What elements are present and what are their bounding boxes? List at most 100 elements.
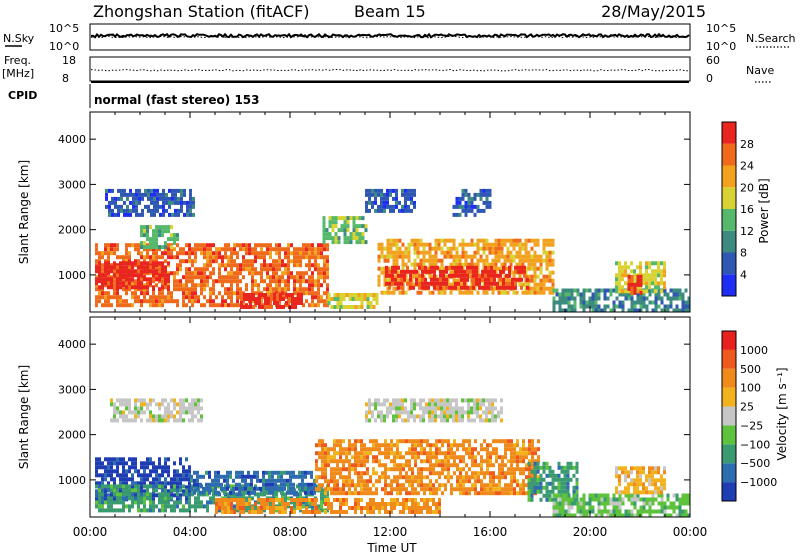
power-cell bbox=[326, 259, 329, 264]
velocity-cell bbox=[501, 439, 504, 444]
power-cell bbox=[476, 290, 480, 295]
power-cell bbox=[502, 265, 505, 270]
power-cell bbox=[116, 255, 119, 260]
power-cell bbox=[270, 297, 273, 301]
velocity-cell bbox=[435, 451, 438, 456]
velocity-cell bbox=[125, 481, 128, 486]
velocity-cell bbox=[449, 410, 452, 415]
velocity-cell bbox=[116, 457, 119, 462]
velocity-cell bbox=[164, 469, 167, 474]
velocity-cell bbox=[395, 402, 398, 407]
power-cell bbox=[297, 293, 300, 297]
power-cell bbox=[446, 238, 450, 243]
power-cell bbox=[416, 254, 420, 259]
power-cell bbox=[407, 250, 411, 255]
velocity-cell bbox=[122, 500, 125, 505]
power-cell bbox=[143, 265, 146, 270]
power-cell bbox=[413, 250, 417, 255]
power-cell bbox=[561, 292, 565, 297]
power-cell bbox=[472, 265, 475, 270]
velocity-cell bbox=[572, 485, 576, 490]
velocity-cell bbox=[164, 481, 167, 486]
power-cell bbox=[657, 304, 661, 309]
velocity-cell bbox=[440, 406, 443, 411]
power-cell bbox=[455, 196, 459, 201]
velocity-cell bbox=[494, 418, 497, 423]
power-cell bbox=[212, 283, 215, 288]
velocity-cell bbox=[95, 504, 98, 509]
power-cell bbox=[551, 270, 555, 275]
velocity-cell bbox=[516, 439, 519, 444]
nsky-left-tick-bottom: 10^0 bbox=[49, 40, 79, 53]
power-cell bbox=[389, 204, 392, 209]
power-cell bbox=[561, 296, 565, 301]
velocity-cell bbox=[167, 481, 170, 486]
power-cell bbox=[233, 243, 236, 248]
power-cell bbox=[293, 255, 296, 260]
power-cell bbox=[260, 263, 263, 268]
power-cell bbox=[141, 212, 144, 217]
power-cell bbox=[113, 279, 116, 284]
power-cell bbox=[401, 290, 405, 295]
power-cell bbox=[509, 250, 513, 255]
power-cell bbox=[153, 188, 156, 193]
velocity-cell bbox=[280, 490, 283, 495]
velocity-cell bbox=[504, 455, 507, 460]
power-cell bbox=[227, 291, 230, 296]
power-cell bbox=[245, 263, 248, 268]
power-cell bbox=[257, 251, 260, 256]
velocity-cell bbox=[420, 479, 423, 484]
power-cell bbox=[293, 291, 296, 296]
power-cell bbox=[669, 296, 673, 301]
velocity-cell bbox=[504, 451, 507, 456]
power-ytick-label: 2000 bbox=[58, 224, 86, 237]
velocity-cell bbox=[299, 508, 302, 513]
power-cell bbox=[454, 265, 457, 270]
velocity-cell bbox=[437, 402, 440, 407]
power-cell bbox=[251, 299, 254, 304]
velocity-cell bbox=[360, 463, 363, 468]
velocity-cell bbox=[522, 467, 525, 472]
velocity-cell bbox=[408, 506, 411, 510]
velocity-cell bbox=[357, 491, 360, 496]
power-cell bbox=[340, 228, 344, 233]
power-cell bbox=[636, 296, 640, 301]
power-cell bbox=[111, 188, 114, 193]
power-cell bbox=[200, 243, 203, 248]
velocity-cell bbox=[443, 410, 446, 415]
velocity-cell bbox=[501, 463, 504, 468]
power-cell bbox=[413, 192, 416, 197]
velocity-cell bbox=[176, 500, 179, 505]
velocity-cell bbox=[269, 498, 272, 502]
velocity-cell bbox=[238, 474, 241, 479]
velocity-cell bbox=[366, 471, 369, 476]
velocity-cell bbox=[368, 402, 371, 407]
velocity-cell bbox=[333, 471, 336, 476]
power-cell bbox=[633, 308, 637, 313]
velocity-cell bbox=[182, 473, 185, 478]
velocity-cell bbox=[519, 471, 522, 476]
power-cell bbox=[191, 299, 194, 304]
velocity-cell bbox=[290, 510, 293, 514]
velocity-cell bbox=[438, 483, 441, 488]
velocity-cell bbox=[557, 461, 561, 466]
power-cell bbox=[164, 265, 167, 270]
velocity-cell bbox=[411, 471, 414, 476]
velocity-cell bbox=[372, 447, 375, 452]
velocity-cell bbox=[188, 406, 191, 411]
power-cell bbox=[322, 216, 326, 221]
velocity-cell bbox=[179, 485, 182, 490]
power-cell bbox=[189, 192, 192, 197]
power-cell bbox=[443, 242, 447, 247]
velocity-cell bbox=[324, 471, 327, 476]
velocity-cell bbox=[548, 497, 552, 502]
velocity-cell bbox=[320, 488, 323, 493]
velocity-cell bbox=[480, 463, 483, 468]
power-cell bbox=[630, 304, 634, 309]
velocity-cell bbox=[149, 398, 152, 403]
velocity-cell bbox=[471, 475, 474, 480]
power-cell bbox=[284, 283, 287, 288]
velocity-cell bbox=[390, 491, 393, 496]
power-cell bbox=[129, 208, 132, 213]
velocity-cell bbox=[444, 467, 447, 472]
